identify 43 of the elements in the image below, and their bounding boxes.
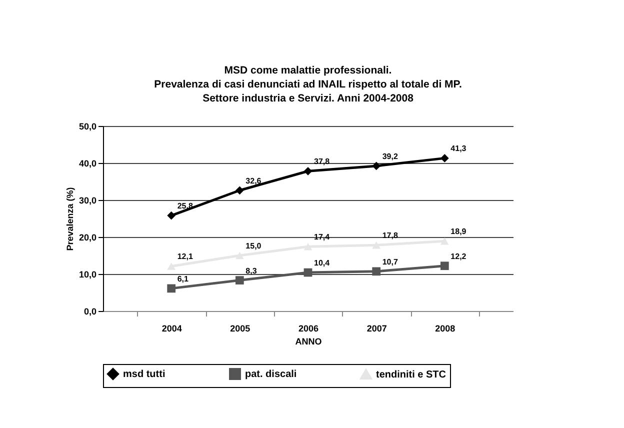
point	[235, 252, 244, 260]
x-tick-label: 2005	[230, 324, 250, 334]
point	[372, 242, 381, 249]
x-tick-label: 2007	[366, 324, 387, 334]
x-tick-label: 2006	[298, 324, 319, 334]
point	[167, 211, 176, 220]
data-label: 12,1	[177, 252, 194, 262]
y-tick-label: 0,0	[84, 306, 96, 316]
point	[304, 166, 312, 176]
point	[167, 284, 176, 293]
y-tick-label: 30,0	[78, 196, 96, 206]
x-tick-label: 2008	[435, 324, 456, 334]
point	[304, 268, 312, 277]
legend-label: pat. discali	[245, 369, 297, 380]
data-label: 15,0	[246, 242, 262, 250]
point	[372, 267, 381, 276]
point	[235, 276, 244, 284]
data-label: 12,2	[450, 252, 467, 261]
data-label: 6,1	[177, 274, 190, 284]
point	[440, 237, 449, 245]
point	[304, 242, 312, 250]
point	[440, 262, 449, 270]
chart-title: MSD come malattie professionali. Prevalenza di casi denunciati ad INAIL rispetto al totale di MP. Settore industria e Servizi. Anni 2004-2008	[154, 64, 462, 104]
y-tick-label: 40,0	[78, 158, 96, 168]
y-tick-label: 20,0	[78, 232, 96, 242]
data-label: 39,2	[382, 152, 398, 161]
data-label: 32,6	[246, 176, 262, 186]
data-label: 41,3	[450, 144, 467, 154]
data-label: 8,3	[246, 266, 258, 276]
legend-label: msd tutti	[123, 369, 166, 380]
y-tick-label: 10,0	[78, 270, 96, 280]
legend-label: tendiniti e STC	[376, 369, 446, 380]
point	[235, 186, 244, 195]
y-tick-label: 50,0	[78, 122, 96, 132]
point	[167, 262, 176, 270]
data-label: 10,7	[382, 257, 398, 266]
point	[372, 162, 381, 170]
data-label: 10,4	[314, 258, 330, 268]
y-axis-title: Prevalenza (%)	[64, 187, 75, 251]
data-label: 18,9	[450, 227, 467, 236]
point	[440, 154, 449, 162]
x-axis-title: ANNO	[295, 336, 322, 346]
x-tick-label: 2004	[162, 324, 182, 334]
